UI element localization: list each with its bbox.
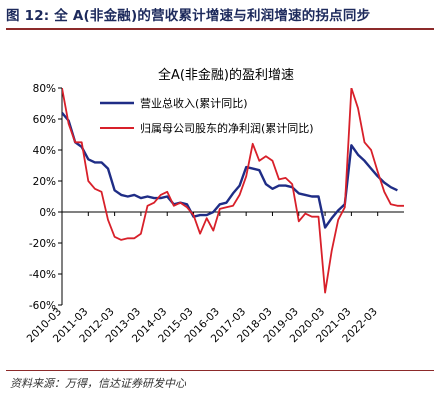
series-line-profit	[62, 88, 404, 294]
legend: 营业总收入(累计同比) 归属母公司股东的净利润(累计同比)	[100, 96, 314, 135]
chart-title: 全A(非金融)的盈利增速	[158, 67, 294, 83]
y-tick-label: 40%	[33, 145, 56, 157]
legend-label-revenue: 营业总收入(累计同比)	[140, 96, 248, 110]
source-note: 资料来源：万得，信达证券研发中心	[10, 377, 186, 390]
y-tick-label: -40%	[29, 269, 56, 281]
series-line-revenue	[62, 112, 398, 229]
title-rule	[6, 28, 434, 30]
series-lines	[62, 88, 404, 294]
y-tick-label: 60%	[33, 114, 56, 126]
figure-title: 图 12: 全 A(非金融)的营收累计增速与利润增速的拐点同步	[6, 8, 371, 24]
line-chart: 全A(非金融)的盈利增速 -60%-40%-20%0%20%40%60%80%2…	[25, 67, 404, 345]
y-tick-label: 0%	[39, 207, 56, 219]
y-tick-label: -20%	[29, 238, 56, 250]
y-tick-label: 20%	[33, 176, 56, 188]
y-tick-label: -60%	[29, 300, 56, 312]
y-tick-label: 80%	[33, 83, 56, 95]
legend-label-profit: 归属母公司股东的净利润(累计同比)	[140, 121, 314, 135]
source-rule	[6, 370, 434, 371]
